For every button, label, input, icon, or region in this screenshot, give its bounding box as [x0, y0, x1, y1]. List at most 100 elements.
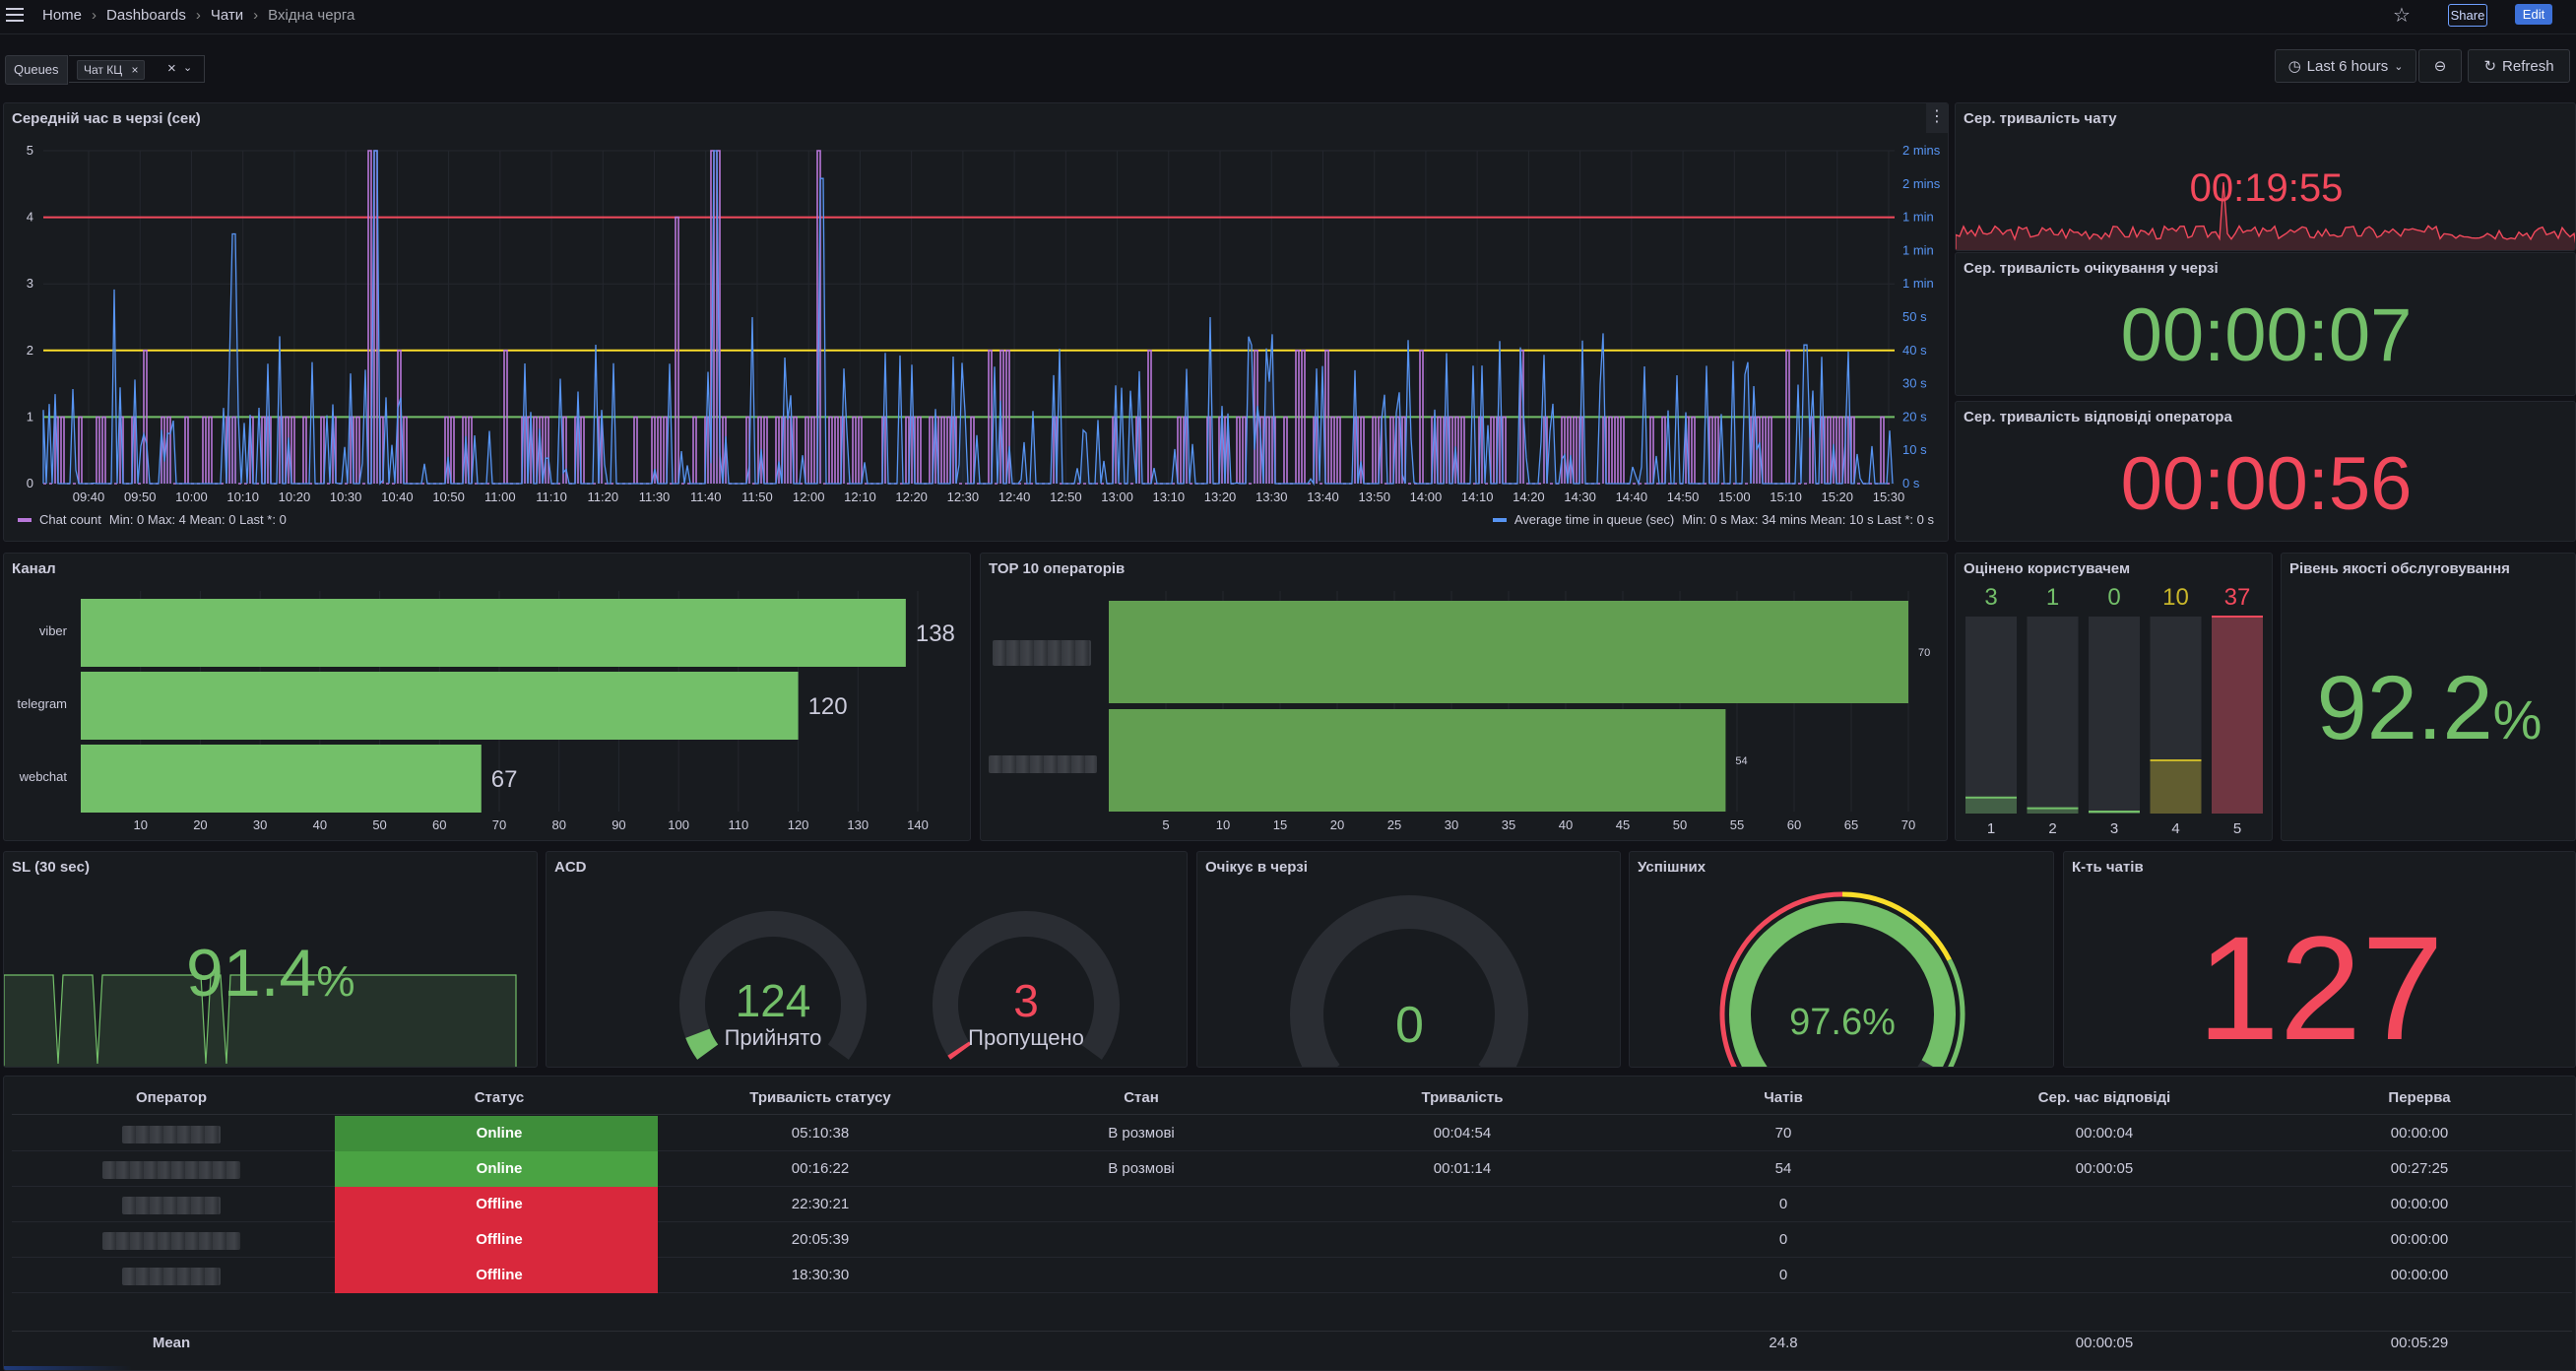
data-label: 3	[1984, 584, 1997, 611]
bar-fill-1	[1965, 797, 2017, 814]
table-cell: В розмові	[1108, 1160, 1175, 1177]
table-bottom-highlight	[4, 1366, 132, 1370]
status-badge: Offline	[476, 1196, 523, 1212]
panel-chat-count: К-ть чатів 127	[2063, 851, 2576, 1068]
breadcrumb-home[interactable]: Home	[42, 7, 83, 24]
x-tick: 100	[668, 817, 689, 832]
breadcrumb-dashboards[interactable]: Dashboards	[106, 7, 186, 24]
legend-series-name[interactable]: Average time in queue (sec)	[1513, 512, 1675, 527]
panel-chat-duration: Сер. тривалість чату 00:19:55	[1955, 102, 2576, 251]
series-queue-time	[42, 150, 1894, 487]
table-cell: 18:30:30	[791, 1267, 850, 1283]
x-tick: 45	[1616, 817, 1630, 832]
menu-icon[interactable]	[6, 8, 24, 22]
table-cell: 70	[1774, 1125, 1792, 1142]
star-icon[interactable]: ☆	[2393, 5, 2411, 27]
x-tick: 14:10	[1461, 490, 1494, 504]
x-tick: 25	[1387, 817, 1401, 832]
x-tick: 15:10	[1770, 490, 1802, 504]
status-badge: Offline	[476, 1231, 523, 1248]
stat-value: 00:00:07	[2120, 294, 2413, 377]
x-tick: 14:00	[1410, 490, 1443, 504]
x-tick: 13:50	[1358, 490, 1390, 504]
status-badge: Offline	[476, 1267, 523, 1283]
table-cell: 00:27:25	[2390, 1160, 2449, 1177]
status-cell-bg	[335, 1116, 658, 1151]
refresh-icon: ↻	[2483, 58, 2497, 75]
column-header[interactable]: Стан	[1124, 1089, 1159, 1106]
panel-title: Канал	[12, 560, 56, 577]
row-divider	[12, 1150, 2572, 1151]
x-tick: 15:00	[1718, 490, 1751, 504]
share-button[interactable]: Share	[2448, 4, 2487, 27]
y-right-tick: 1 min	[1902, 210, 1934, 225]
x-tick: 130	[847, 817, 869, 832]
x-tick: 12:40	[998, 490, 1031, 504]
data-label: 37	[2224, 584, 2251, 611]
column-header[interactable]: Тривалість статусу	[749, 1089, 891, 1106]
column-header[interactable]: Оператор	[135, 1089, 208, 1106]
panel-title: Сер. тривалість чату	[1964, 110, 2117, 127]
gauge-threshold-green	[1947, 958, 1965, 1067]
table-cell: 00:00:00	[2390, 1267, 2449, 1283]
y-left-tick: 1	[27, 409, 33, 424]
breadcrumb-folder[interactable]: Чати	[210, 7, 244, 24]
x-tick: 120	[788, 817, 809, 832]
sparkline	[1956, 181, 2575, 250]
x-tick: 13:10	[1153, 490, 1186, 504]
column-header[interactable]: Статус	[474, 1089, 525, 1106]
stat-unit: %	[316, 957, 355, 1006]
column-header[interactable]: Чатів	[1764, 1089, 1803, 1106]
refresh-button[interactable]: ↻ Refresh	[2468, 49, 2570, 83]
column-header[interactable]: Тривалість	[1421, 1089, 1504, 1106]
stat-value: 127	[2197, 905, 2444, 1068]
x-tick: 70	[492, 817, 506, 832]
channel-chart: 10 20 30 40 50 60 70 80 90 100 110 120 130 140 viber 13…	[17, 591, 955, 832]
time-range-picker[interactable]: ◷ Last 6 hours ⌄	[2275, 49, 2416, 83]
column-header[interactable]: Перерва	[2388, 1089, 2451, 1106]
category-label: 5	[2233, 820, 2241, 837]
status-cell-bg	[335, 1187, 658, 1222]
panel-title: TOP 10 операторів	[989, 560, 1126, 577]
queues-select[interactable]: Чат КЦ × × ⌄	[69, 55, 205, 83]
gauge-threshold-yellow	[1841, 891, 1952, 961]
x-tick: 13:20	[1204, 490, 1237, 504]
x-tick: 14:20	[1513, 490, 1545, 504]
panel-quality: Рівень якості обслуговування 92.2%	[2281, 553, 2576, 841]
panel-title: Сер. тривалість відповіді оператора	[1964, 409, 2232, 425]
zoom-out-button[interactable]: ⊖	[2418, 49, 2462, 83]
x-tick: 40	[1559, 817, 1573, 832]
table-cell: 00:00:05	[2075, 1160, 2134, 1177]
accepted-label: Прийнято	[724, 1025, 822, 1050]
bar-fill-4	[2150, 759, 2202, 814]
chevron-down-icon[interactable]: ⌄	[183, 62, 193, 74]
data-label: 0	[2107, 584, 2120, 611]
selected-chip[interactable]: Чат КЦ ×	[77, 60, 146, 80]
row-divider	[12, 1292, 2572, 1293]
x-tick: 20	[193, 817, 207, 832]
zoom-out-icon: ⊖	[2433, 58, 2447, 75]
panel-operators-table: Оператор Статус Тривалість статусу Стан Трив…	[3, 1076, 2576, 1371]
panel-title: Успішних	[1638, 859, 1707, 876]
panel-menu-icon[interactable]: ⋮	[1926, 103, 1948, 133]
legend-stats: Min: 0 Max: 4 Mean: 0 Last *: 0	[108, 512, 287, 527]
edit-button[interactable]: Edit	[2515, 4, 2552, 25]
column-header[interactable]: Сер. час відповіді	[2037, 1089, 2171, 1106]
legend-right: Average time in queue (sec) Min: 0 s Max…	[1492, 512, 1934, 527]
x-tick: 13:40	[1307, 490, 1339, 504]
time-range-label: Last 6 hours	[2306, 57, 2389, 75]
panel-title: Рівень якості обслуговування	[2289, 560, 2510, 577]
operator-name-blurred	[122, 1126, 221, 1143]
status-badge: Online	[476, 1160, 523, 1177]
close-icon[interactable]: ×	[131, 63, 139, 77]
stat-value: 92.2%	[2282, 657, 2575, 760]
breadcrumb: Home › Dashboards › Чати › Вхідна черга	[42, 7, 354, 24]
clear-icon[interactable]: ×	[167, 60, 176, 77]
x-tick: 10	[133, 817, 147, 832]
x-tick: 50	[1673, 817, 1687, 832]
legend-series-name[interactable]: Chat count	[39, 512, 101, 527]
gauge-fill	[685, 1028, 719, 1060]
panel-rated: Оцінено користувачем 3 1 1 2 0 3 10 4 37 5	[1955, 553, 2273, 841]
bar-viber	[81, 599, 906, 667]
